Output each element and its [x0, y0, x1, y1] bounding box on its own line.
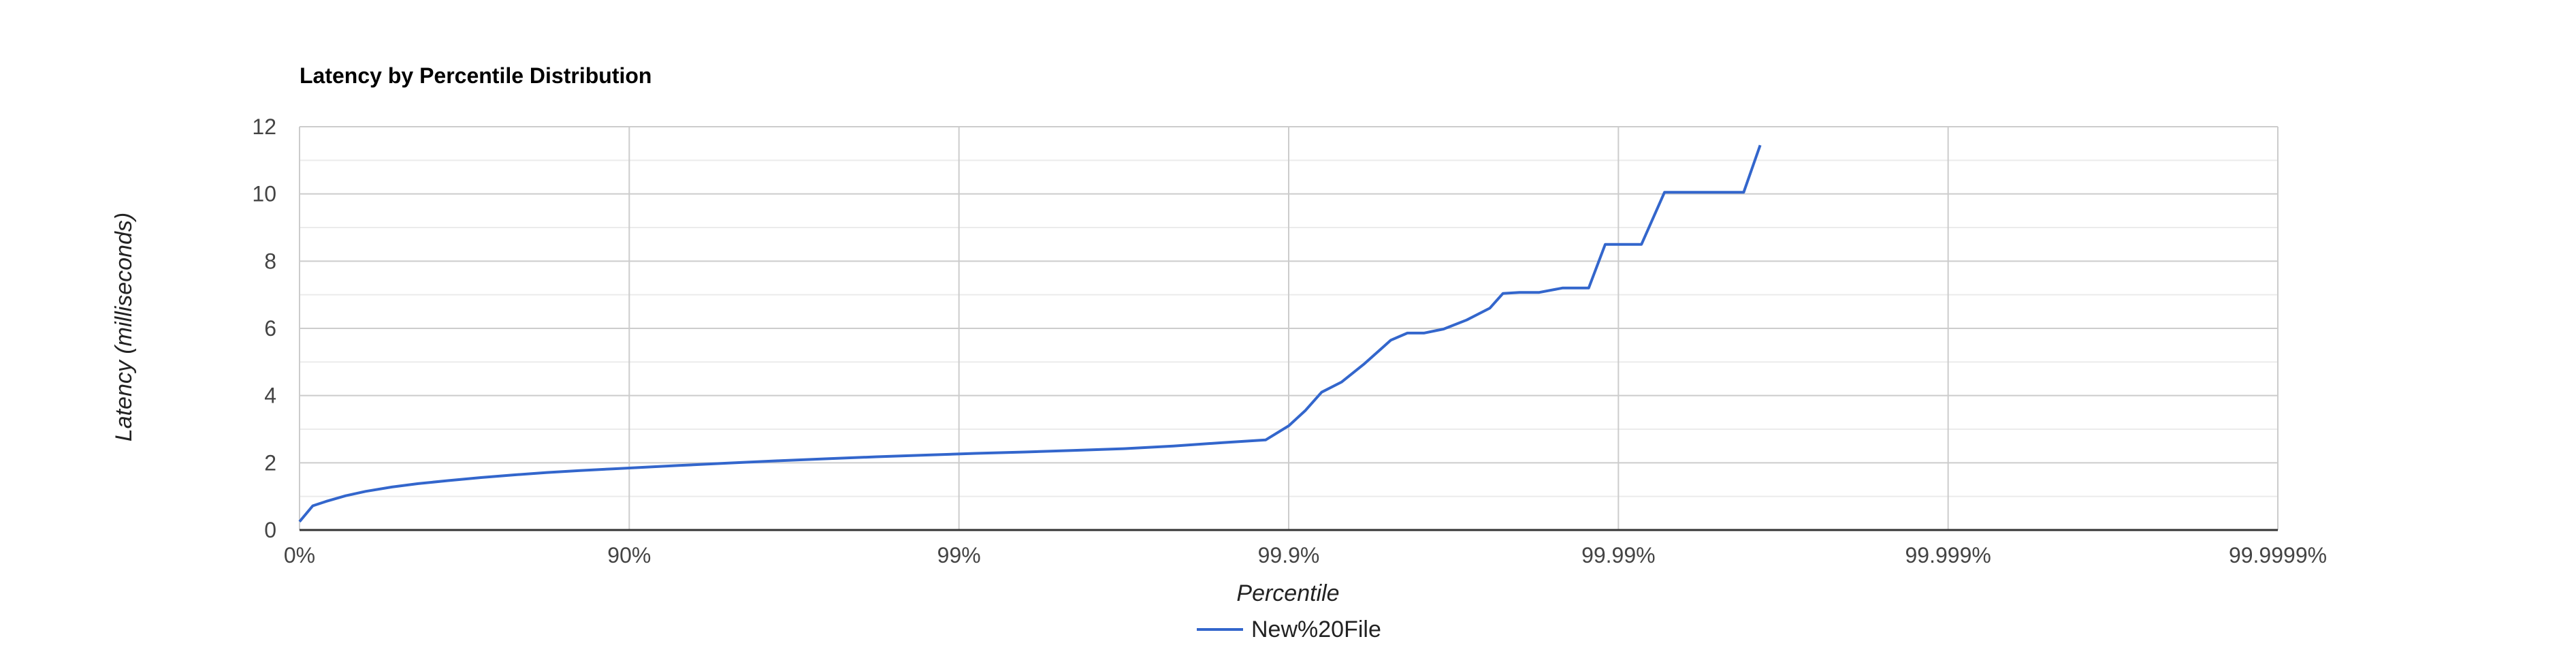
x-axis-ticks: 0% 90% 99% 99.9% 99.99% 99.999% 99.9999% [284, 543, 2327, 567]
y-tick-label: 0 [264, 518, 276, 542]
legend: New%20File [1197, 617, 1381, 642]
series-lines [298, 144, 1762, 523]
legend-label-new-file: New%20File [1251, 617, 1381, 642]
y-tick-label: 4 [264, 384, 276, 408]
x-tick-label: 99.999% [1905, 543, 1991, 567]
y-axis-ticks: 0 2 4 6 8 10 12 [252, 114, 276, 542]
gridlines [299, 126, 2279, 531]
x-tick-label: 99.9% [1258, 543, 1320, 567]
series-line-new-file [298, 144, 1762, 523]
y-tick-label: 10 [252, 182, 276, 206]
x-tick-label: 99.99% [1581, 543, 1656, 567]
x-tick-label: 99.9999% [2229, 543, 2327, 567]
x-tick-label: 99% [937, 543, 981, 567]
chart-title: Latency by Percentile Distribution [300, 63, 651, 88]
y-tick-label: 8 [264, 249, 276, 273]
y-tick-label: 12 [252, 114, 276, 139]
y-tick-label: 2 [264, 450, 276, 475]
x-tick-label: 0% [284, 543, 315, 567]
y-tick-label: 6 [264, 316, 276, 341]
x-axis-title: Percentile [1236, 580, 1339, 606]
y-axis-title: Latency (milliseconds) [111, 213, 137, 441]
x-tick-label: 90% [607, 543, 651, 567]
